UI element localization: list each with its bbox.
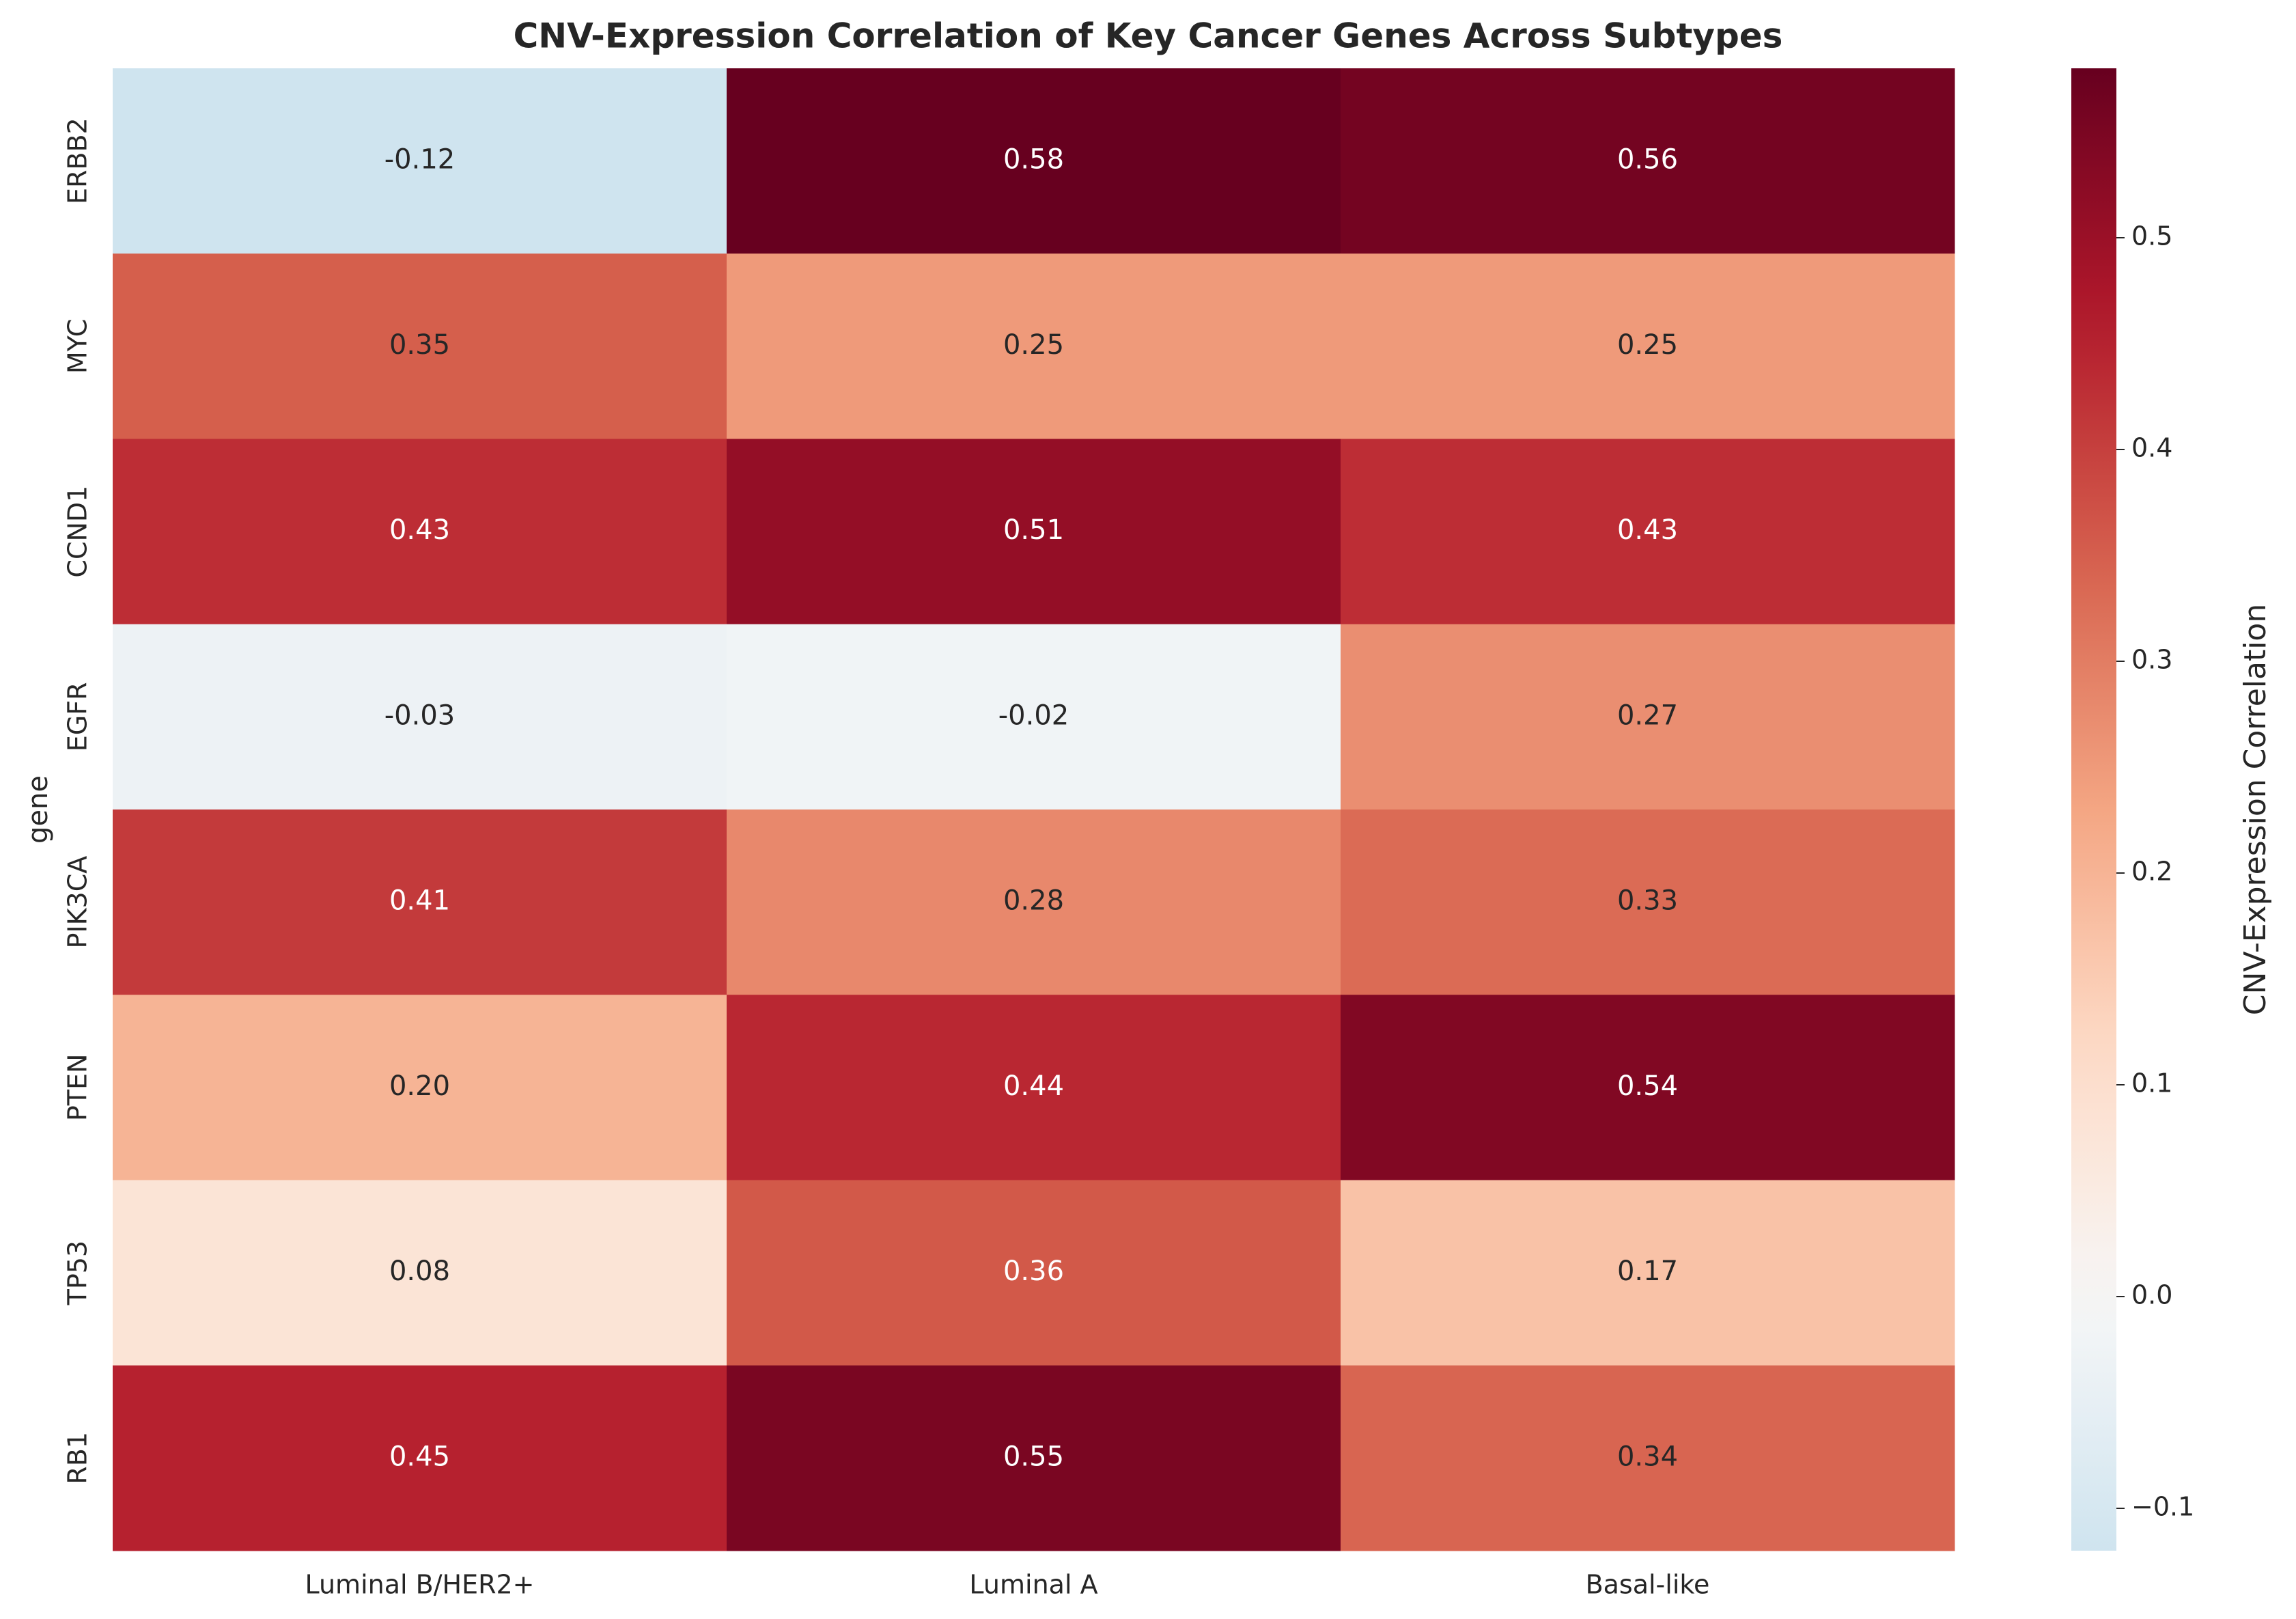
heatmap-cell	[1341, 810, 1955, 995]
heatmap-cell-value: 0.44	[1003, 1070, 1064, 1102]
y-axis-tick-label: TP53	[63, 1241, 93, 1305]
heatmap-cell-value: 0.36	[1003, 1256, 1064, 1287]
heatmap-cell	[113, 810, 727, 995]
y-axis-tick-label: EGFR	[63, 682, 93, 752]
colorbar-tick-label: 0.3	[2131, 645, 2172, 675]
heatmap-cell	[727, 810, 1341, 995]
heatmap-cell	[727, 439, 1341, 625]
heatmap-cell	[727, 1180, 1341, 1366]
x-axis-tick-label: Luminal B/HER2+	[305, 1570, 534, 1600]
heatmap-cell-value: 0.51	[1003, 514, 1064, 546]
heatmap-cell-value: 0.55	[1003, 1441, 1064, 1472]
y-axis-tick-label: CCND1	[63, 486, 93, 578]
heatmap-cell-value: 0.20	[389, 1070, 450, 1102]
heatmap-cell-value: 0.25	[1617, 329, 1678, 361]
heatmap-cell-value: 0.25	[1003, 329, 1064, 361]
heatmap-cell	[1341, 253, 1955, 439]
heatmap-cell	[1341, 1365, 1955, 1551]
heatmap-cell-value: -0.03	[384, 700, 456, 731]
x-axis-tick-label: Luminal A	[969, 1570, 1097, 1600]
heatmap-cell-value: 0.45	[389, 1441, 450, 1472]
heatmap-cell-value: 0.41	[389, 885, 450, 917]
heatmap-cell-value: 0.43	[389, 514, 450, 546]
y-axis-tick-label: ERBB2	[63, 117, 93, 204]
heatmap-cell-value: 0.28	[1003, 885, 1064, 917]
colorbar-tick-label: 0.0	[2131, 1280, 2172, 1310]
heatmap-cell-value: 0.43	[1617, 514, 1678, 546]
heatmap-cell	[113, 995, 727, 1180]
heatmap-cells	[113, 68, 1955, 1551]
heatmap-cell	[727, 1365, 1341, 1551]
colorbar-tick-label: −0.1	[2131, 1492, 2194, 1522]
chart-title: CNV-Expression Correlation of Key Cancer…	[514, 16, 1783, 56]
colorbar-tick-label: 0.2	[2131, 857, 2172, 887]
heatmap-cell	[727, 253, 1341, 439]
colorbar-tick-label: 0.1	[2131, 1068, 2172, 1098]
colorbar-label: CNV-Expression Correlation	[2238, 604, 2273, 1016]
heatmap-cell	[113, 253, 727, 439]
heatmap-cell-value: 0.35	[389, 329, 450, 361]
colorbar-tick-label: 0.4	[2131, 433, 2172, 463]
x-axis-tick-labels: Luminal B/HER2+ Luminal A Basal-like	[305, 1570, 1709, 1600]
x-axis-tick-label: Basal-like	[1586, 1570, 1710, 1600]
heatmap-cell	[1341, 624, 1955, 810]
heatmap-cell-value: 0.34	[1617, 1441, 1678, 1472]
y-axis-tick-labels: ERBB2 MYC CCND1 EGFR PIK3CA PTEN TP53 RB1	[63, 117, 113, 1484]
heatmap-cell	[113, 624, 727, 810]
heatmap-cell-value: 0.27	[1617, 700, 1678, 731]
heatmap-cell	[727, 995, 1341, 1180]
heatmap-cell-value: 0.33	[1617, 885, 1678, 917]
heatmap-cell	[727, 624, 1341, 810]
y-axis-label: gene	[23, 775, 54, 844]
heatmap-cell	[1341, 68, 1955, 254]
heatmap-cell-labels: -0.12 0.58 0.56 0.35 0.25 0.25 0.43 0.51 0.43 -0.…	[384, 144, 1678, 1473]
heatmap-cell	[727, 68, 1341, 254]
heatmap-cell-value: 0.08	[389, 1256, 450, 1287]
heatmap-cell	[113, 1365, 727, 1551]
heatmap-cell	[1341, 995, 1955, 1180]
heatmap-cell	[113, 68, 727, 254]
heatmap-cell	[1341, 439, 1955, 625]
heatmap-cell-value: 0.54	[1617, 1070, 1678, 1102]
colorbar	[2071, 68, 2116, 1551]
colorbar-ticks: −0.1 0.0 0.1 0.2 0.3 0.4 0.5	[2116, 221, 2194, 1522]
y-axis-tick-label: RB1	[63, 1432, 93, 1484]
heatmap-cell	[113, 1180, 727, 1366]
y-axis-tick-label: PIK3CA	[63, 856, 93, 949]
heatmap-cell-value: -0.02	[998, 700, 1069, 731]
y-axis-tick-label: MYC	[63, 319, 93, 374]
heatmap-cell	[1341, 1180, 1955, 1366]
heatmap-cell-value: 0.56	[1617, 144, 1678, 176]
heatmap-cell-value: -0.12	[384, 144, 456, 176]
y-axis-tick-label: PTEN	[63, 1054, 93, 1122]
colorbar-tick-label: 0.5	[2131, 221, 2172, 251]
heatmap-cell-value: 0.17	[1617, 1256, 1678, 1287]
heatmap-cell-value: 0.58	[1003, 144, 1064, 176]
heatmap-cell	[113, 439, 727, 625]
